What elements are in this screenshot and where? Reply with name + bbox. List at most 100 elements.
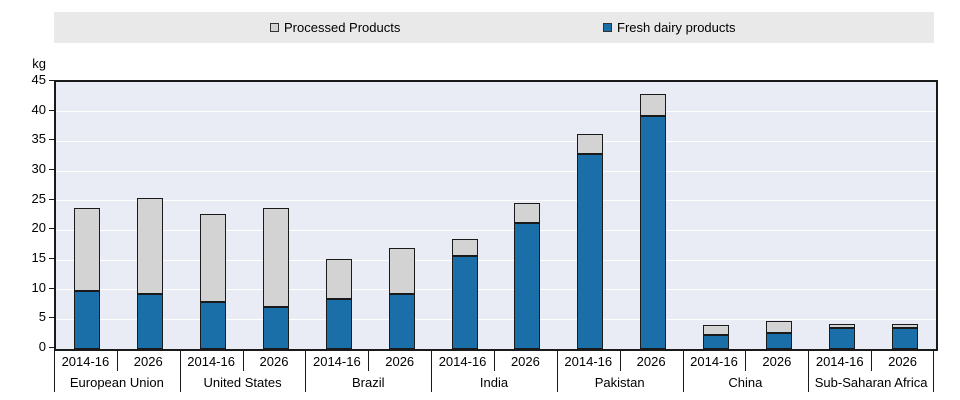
y-axis-tick <box>49 139 54 141</box>
bar-segment-processed <box>703 324 729 335</box>
year-separator <box>619 349 621 371</box>
x-tick-label-period: 2014-16 <box>438 354 487 369</box>
group-separator <box>179 349 181 392</box>
x-group-label-region: United States <box>203 375 282 390</box>
gridline <box>56 289 936 291</box>
group-separator <box>305 349 307 392</box>
processed-products-swatch-icon <box>270 23 279 32</box>
group-separator <box>933 349 934 392</box>
bar-segment-processed <box>891 324 918 329</box>
gridline <box>56 229 936 231</box>
stacked-bar <box>828 323 855 349</box>
x-group-label-region: European Union <box>69 375 164 390</box>
y-axis-tick <box>49 317 54 319</box>
bar-segment-processed <box>577 134 604 155</box>
y-axis-tick <box>49 287 54 289</box>
bar-segment-fresh <box>325 298 352 349</box>
bar-segment-processed <box>74 208 101 292</box>
y-tick-label: 25 <box>31 190 46 206</box>
stacked-bar <box>577 134 604 349</box>
bar-segment-processed <box>828 323 855 328</box>
x-tick-label-period: 2014-16 <box>61 354 110 369</box>
bar-segment-processed <box>640 94 667 116</box>
y-tick-label: 20 <box>31 220 46 236</box>
y-tick-label: 35 <box>31 131 46 147</box>
year-separator <box>242 349 244 371</box>
stacked-bar <box>765 320 792 349</box>
group-separator <box>54 349 55 392</box>
x-tick-label-period: 2014-16 <box>564 354 613 369</box>
stacked-bar <box>891 324 918 349</box>
x-tick-label-period: 2014-16 <box>690 354 738 369</box>
bar-segment-fresh <box>74 291 101 349</box>
group-separator <box>682 349 684 392</box>
year-separator <box>871 349 873 371</box>
x-group-label-region: Brazil <box>352 375 385 390</box>
x-tick-label-period: 2026 <box>636 354 666 369</box>
y-axis-tick <box>49 109 54 111</box>
legend-label-fresh: Fresh dairy products <box>617 20 736 35</box>
x-group-label-region: Sub-Saharan Africa <box>814 375 928 390</box>
fresh-dairy-swatch-icon <box>603 23 612 32</box>
year-separator <box>116 349 118 371</box>
bar-segment-fresh <box>828 327 855 349</box>
y-tick-label: 10 <box>31 279 46 295</box>
x-tick-label-period: 2014-16 <box>312 354 361 369</box>
x-group-label-region: Pakistan <box>594 375 645 390</box>
bar-segment-fresh <box>200 301 227 349</box>
bar-segment-fresh <box>640 115 667 349</box>
x-tick-label-period: 2014-16 <box>815 354 864 369</box>
bar-segment-processed <box>325 259 352 299</box>
plot-area <box>54 80 938 351</box>
stacked-bar <box>703 324 729 349</box>
bar-segment-processed <box>200 214 227 302</box>
stacked-bar <box>137 198 164 349</box>
gridline <box>56 318 936 320</box>
bar-segment-fresh <box>388 293 415 349</box>
stacked-bar <box>514 203 541 349</box>
y-axis-unit-label: kg <box>32 56 46 71</box>
legend-item-processed: Processed Products <box>270 12 400 43</box>
y-tick-label: 0 <box>38 339 46 354</box>
stacked-bar <box>263 208 289 349</box>
gridline <box>56 170 936 172</box>
year-separator <box>494 349 495 371</box>
x-tick-label-period: 2014-16 <box>187 354 235 369</box>
chart-legend: Processed Products Fresh dairy products <box>54 12 934 43</box>
year-separator <box>368 349 370 371</box>
x-tick-label-period: 2026 <box>510 354 540 369</box>
bar-segment-processed <box>514 203 541 224</box>
bar-segment-fresh <box>514 223 541 349</box>
gridline <box>56 259 936 261</box>
bar-segment-fresh <box>765 332 792 349</box>
y-axis-tick <box>49 198 54 200</box>
gridline <box>56 200 936 202</box>
gridline <box>56 140 936 142</box>
bar-segment-processed <box>765 320 792 333</box>
x-group-label-region: China <box>728 375 763 390</box>
group-separator <box>808 349 810 392</box>
y-axis-tick <box>49 169 54 170</box>
y-tick-label: 40 <box>31 101 46 117</box>
stacked-bar <box>74 208 101 349</box>
y-tick-label: 45 <box>31 72 46 87</box>
bar-segment-fresh <box>263 307 289 349</box>
stacked-bar <box>388 247 415 349</box>
x-tick-label-period: 2026 <box>133 354 163 369</box>
bar-segment-processed <box>388 247 415 294</box>
y-tick-label: 5 <box>38 309 46 325</box>
y-tick-label: 30 <box>31 161 46 176</box>
gridline <box>56 111 936 113</box>
bar-segment-fresh <box>577 154 604 349</box>
legend-label-processed: Processed Products <box>284 20 401 35</box>
y-axis-tick <box>49 347 54 348</box>
stacked-bar <box>200 214 227 349</box>
y-axis-tick <box>49 80 54 81</box>
x-tick-label-period: 2026 <box>259 354 289 369</box>
y-axis-tick <box>49 228 54 230</box>
bar-segment-processed <box>137 198 164 295</box>
stacked-bar <box>640 94 667 349</box>
bar-segment-fresh <box>137 294 164 349</box>
stacked-bar <box>451 239 478 349</box>
